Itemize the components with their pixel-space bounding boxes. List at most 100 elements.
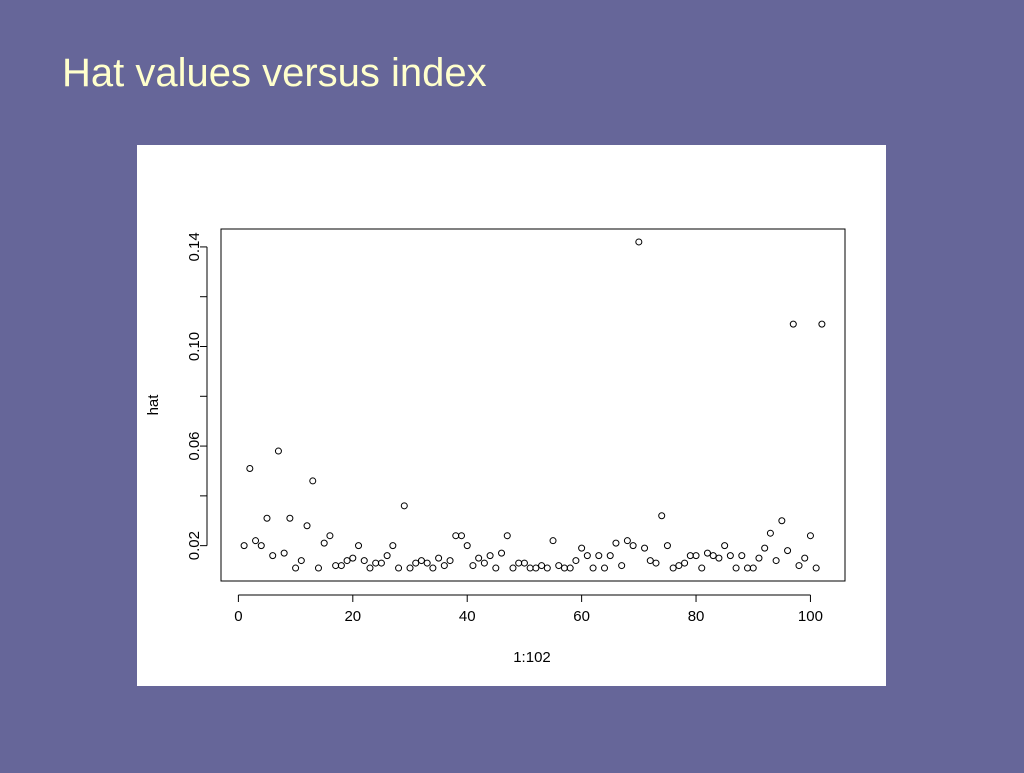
data-point [303, 522, 311, 530]
data-point [486, 552, 494, 560]
data-point [652, 559, 660, 567]
x-tick-label: 60 [573, 608, 590, 625]
data-point [806, 532, 814, 540]
data-point [292, 564, 300, 572]
data-point [818, 320, 826, 328]
x-axis-label: 1:102 [513, 649, 551, 666]
data-point [606, 552, 614, 560]
data-point [469, 562, 477, 570]
y-tick-label: 0.10 [186, 332, 203, 361]
data-point [297, 557, 305, 565]
data-point [583, 552, 591, 560]
data-point [778, 517, 786, 525]
data-point [463, 542, 471, 550]
data-point [423, 559, 431, 567]
data-point [772, 557, 780, 565]
data-point [572, 557, 580, 565]
plot-panel [137, 145, 886, 686]
data-point [601, 564, 609, 572]
data-point [337, 562, 345, 570]
data-point [429, 564, 437, 572]
data-point [400, 502, 408, 510]
data-point [635, 238, 643, 246]
data-point [755, 554, 763, 562]
data-point [366, 564, 374, 572]
data-point [801, 554, 809, 562]
data-point [269, 552, 277, 560]
data-point [475, 554, 483, 562]
data-point [658, 512, 666, 520]
data-point [629, 542, 637, 550]
data-point [274, 447, 282, 455]
data-point [549, 537, 557, 545]
data-point [784, 547, 792, 555]
x-tick-label: 20 [344, 608, 361, 625]
data-point [395, 564, 403, 572]
data-point [498, 549, 506, 557]
data-point [343, 557, 351, 565]
data-point [692, 552, 700, 560]
y-axis-label: hat [145, 394, 162, 416]
y-tick-label: 0.06 [186, 431, 203, 460]
data-point [589, 564, 597, 572]
data-point [766, 529, 774, 537]
x-tick-label: 100 [798, 608, 823, 625]
data-point [252, 537, 260, 545]
data-point [578, 544, 586, 552]
data-point [669, 564, 677, 572]
data-point [789, 320, 797, 328]
x-tick-label: 0 [234, 608, 242, 625]
plot-box [220, 228, 846, 582]
data-point [532, 564, 540, 572]
data-point [726, 552, 734, 560]
data-point [520, 559, 528, 567]
data-point [263, 514, 271, 522]
x-tick-label: 40 [459, 608, 476, 625]
data-point [641, 544, 649, 552]
data-point [457, 532, 465, 540]
data-point [355, 542, 363, 550]
data-point [738, 552, 746, 560]
data-point [440, 562, 448, 570]
data-point [566, 564, 574, 572]
data-point [446, 557, 454, 565]
data-point [721, 542, 729, 550]
data-point [406, 564, 414, 572]
data-point [543, 564, 551, 572]
data-point [246, 464, 254, 472]
data-point [612, 539, 620, 547]
data-point [314, 564, 322, 572]
data-point [646, 557, 654, 565]
data-point [377, 559, 385, 567]
y-tick-label: 0.14 [186, 232, 203, 261]
data-point [360, 557, 368, 565]
data-point [435, 554, 443, 562]
data-point [618, 562, 626, 570]
data-point [240, 542, 248, 550]
data-point [761, 544, 769, 552]
data-point [326, 532, 334, 540]
data-point [503, 532, 511, 540]
data-point [480, 559, 488, 567]
data-point [812, 564, 820, 572]
data-point [309, 477, 317, 485]
data-point [681, 559, 689, 567]
data-point [509, 564, 517, 572]
data-point [663, 542, 671, 550]
data-point [623, 537, 631, 545]
y-tick-label: 0.02 [186, 531, 203, 560]
data-point [698, 564, 706, 572]
data-point [383, 552, 391, 560]
data-point [492, 564, 500, 572]
slide-title: Hat values versus index [62, 51, 487, 95]
data-point [320, 539, 328, 547]
data-point [389, 542, 397, 550]
data-point [709, 552, 717, 560]
data-point [555, 562, 563, 570]
data-point [286, 514, 294, 522]
x-tick-label: 80 [688, 608, 705, 625]
data-point [675, 562, 683, 570]
data-point [417, 557, 425, 565]
